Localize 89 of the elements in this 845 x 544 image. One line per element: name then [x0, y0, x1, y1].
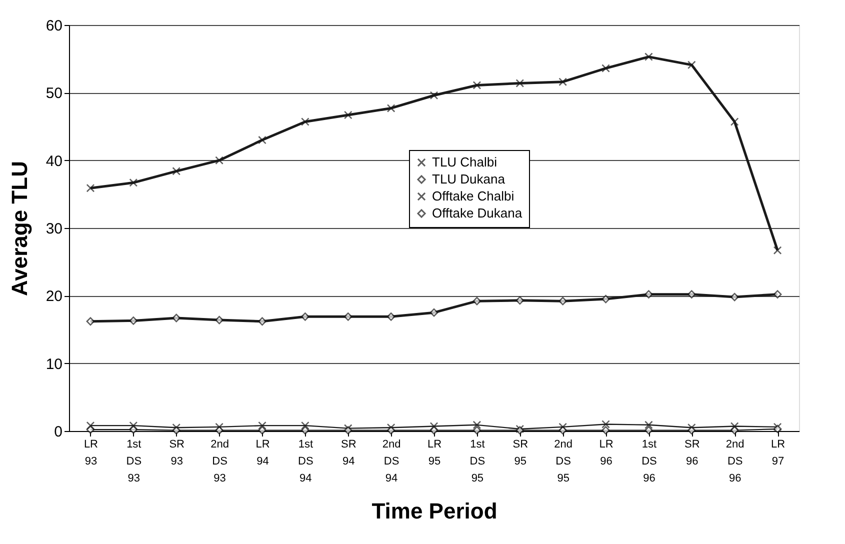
point	[687, 60, 696, 70]
point	[602, 294, 610, 304]
point	[558, 426, 568, 435]
point	[86, 184, 95, 192]
point	[730, 422, 739, 430]
point	[773, 290, 782, 298]
point	[300, 421, 310, 430]
point	[300, 118, 310, 126]
point	[344, 426, 352, 435]
y-axis-title: Average TLU	[6, 161, 32, 296]
point	[386, 104, 396, 112]
point	[86, 421, 95, 430]
point	[129, 425, 138, 434]
point	[172, 426, 181, 435]
x-tick-label: 2nd DS 96	[726, 438, 744, 484]
legend-label: TLU Dukana	[432, 172, 506, 186]
point	[472, 426, 482, 435]
point	[215, 316, 224, 324]
x-tick-label: SR 94	[340, 438, 356, 468]
point	[644, 290, 653, 298]
x-tick-label: SR 96	[684, 438, 700, 468]
point	[258, 317, 266, 326]
point	[344, 424, 352, 432]
point	[430, 308, 438, 317]
point	[344, 110, 352, 120]
point	[644, 52, 653, 61]
point	[472, 296, 482, 306]
x-tick-label: LR 95	[427, 438, 442, 468]
x-tick-label: SR 95	[512, 438, 528, 468]
point	[386, 312, 396, 321]
point	[258, 136, 266, 144]
x-axis-title: Time Period	[372, 498, 498, 524]
x-tick-label: 1st DS 96	[642, 438, 657, 484]
point	[430, 422, 438, 430]
point	[644, 420, 653, 430]
y-tick-label: 50	[46, 85, 62, 102]
point	[472, 420, 482, 430]
point	[86, 317, 95, 326]
point	[430, 91, 438, 100]
point	[258, 426, 266, 435]
y-tick-label: 30	[46, 220, 62, 238]
point	[602, 420, 610, 428]
point	[687, 426, 696, 435]
legend-label: TLU Chalbi	[432, 154, 498, 170]
x-tick-label: 1st DS 93	[126, 438, 142, 484]
point	[300, 426, 310, 435]
point	[516, 296, 524, 305]
point	[129, 178, 138, 187]
legend-label: Offtake Dukana	[432, 206, 523, 220]
x-tick-label: SR 93	[169, 438, 185, 468]
point	[215, 426, 224, 435]
point	[172, 166, 181, 176]
point	[472, 81, 482, 90]
point	[386, 426, 396, 435]
point	[258, 421, 266, 430]
point	[730, 292, 739, 302]
x-tick-label: 2nd DS 93	[210, 438, 229, 484]
point	[558, 296, 568, 306]
point	[644, 426, 653, 435]
y-tick-label: 0	[54, 424, 62, 440]
point	[516, 79, 524, 88]
point	[430, 426, 438, 435]
x-tick-label: LR 94	[256, 438, 270, 468]
x-tick-label: 2nd DS 95	[554, 438, 573, 484]
point	[687, 290, 696, 298]
x-tick-label: 1st DS 95	[470, 438, 486, 484]
point	[129, 421, 138, 430]
y-tick-label: 40	[46, 152, 62, 170]
point	[215, 156, 224, 165]
point	[558, 78, 568, 86]
point	[129, 316, 138, 325]
point	[344, 312, 352, 321]
y-tick-label: 20	[46, 288, 62, 306]
y-tick-label: 60	[46, 18, 62, 34]
x-tick-label: 1st DS 94	[298, 438, 314, 484]
point	[602, 426, 610, 435]
point	[773, 246, 782, 255]
x-tick-label: LR 96	[599, 438, 614, 468]
point	[300, 312, 310, 321]
y-tick-label: 10	[46, 356, 62, 373]
x-tick-label: 2nd DS 94	[382, 438, 401, 484]
point	[172, 314, 181, 322]
legend-label: Offtake Chalbi	[432, 188, 514, 204]
point	[730, 426, 739, 435]
point	[602, 64, 610, 72]
point	[86, 425, 95, 434]
point	[730, 118, 739, 126]
x-tick-label: LR 93	[84, 438, 98, 468]
x-tick-label: LR 97	[771, 438, 786, 468]
